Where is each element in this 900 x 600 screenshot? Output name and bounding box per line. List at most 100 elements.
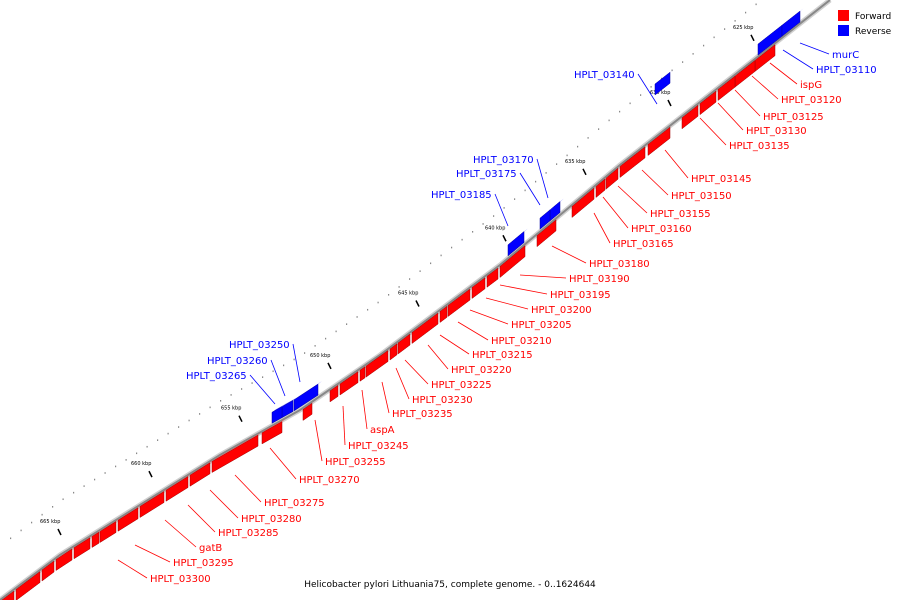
gene-label-hplt-03205: HPLT_03205 <box>511 320 572 331</box>
scale-major-tick <box>582 168 587 176</box>
gene-leader-line <box>593 212 611 244</box>
scale-dot <box>524 189 526 192</box>
forward-gene <box>397 333 411 355</box>
forward-gene <box>55 548 73 571</box>
scale-dot <box>199 413 201 415</box>
gene-label-hplt-03185: HPLT_03185 <box>431 190 492 201</box>
gene-label-aspa: aspA <box>370 425 395 436</box>
scale-dot <box>629 102 631 105</box>
scale-dot <box>283 364 285 367</box>
forward-gene <box>447 288 471 317</box>
reverse-gene <box>781 10 801 37</box>
scale-dot <box>10 537 12 540</box>
scale-dot <box>83 485 85 487</box>
forward-gene <box>717 75 736 102</box>
scale-dot <box>125 459 127 461</box>
scale-dot <box>419 270 421 272</box>
gene-leader-line <box>395 367 410 400</box>
scale-dot <box>430 262 432 265</box>
gene-label-hplt-03280: HPLT_03280 <box>241 514 302 525</box>
scale-label: 625 kbp <box>733 25 753 31</box>
forward-gene <box>499 245 526 279</box>
scale-dot <box>272 370 274 373</box>
scale-dot <box>356 316 358 318</box>
gene-leader-line <box>637 73 658 105</box>
gene-label-hplt-03220: HPLT_03220 <box>451 365 512 376</box>
scale-dot <box>157 439 159 441</box>
scale-dot <box>62 498 64 501</box>
forward-gene <box>365 350 389 378</box>
gene-label-hplt-03160: HPLT_03160 <box>631 224 692 235</box>
forward-gene <box>139 491 165 518</box>
gene-leader-line <box>381 381 390 414</box>
gene-label-hplt-03170: HPLT_03170 <box>473 155 534 166</box>
scale-dot <box>545 172 547 174</box>
gene-label-hplt-03145: HPLT_03145 <box>691 174 752 185</box>
scale-dot <box>619 110 621 113</box>
scale-dot <box>703 44 705 47</box>
gene-label-hplt-03125: HPLT_03125 <box>763 112 824 123</box>
backbone-line <box>0 0 831 600</box>
scale-label: 655 kbp <box>221 406 241 412</box>
scale-label: 645 kbp <box>398 291 418 297</box>
scale-major-tick <box>750 34 755 42</box>
gene-label-hplt-03255: HPLT_03255 <box>325 457 386 468</box>
gene-label-hplt-03275: HPLT_03275 <box>264 498 325 509</box>
forward-gene <box>571 187 595 219</box>
gene-leader-line <box>439 334 470 355</box>
gene-label-murc: murC <box>832 50 859 61</box>
legend-reverse-label: Reverse <box>855 27 892 37</box>
gene-features <box>1 8 804 600</box>
scale-major-tick <box>327 362 332 370</box>
gene-label-hplt-03295: HPLT_03295 <box>173 558 234 569</box>
gene-label-hplt-03225: HPLT_03225 <box>431 380 492 391</box>
gene-label-hplt-03200: HPLT_03200 <box>531 305 592 316</box>
scale-major-tick <box>667 99 672 107</box>
gene-leader-line <box>342 405 346 446</box>
genome-backbone <box>0 0 832 600</box>
forward-gene <box>261 421 283 445</box>
scale-dot <box>398 286 400 288</box>
scale-dot <box>587 137 589 139</box>
forward-gene <box>471 277 486 299</box>
forward-gene <box>699 90 717 116</box>
scale-ticks: 625 kbp 630 kbp 635 kbp 640 kbp 645 kbp 650 k… <box>10 3 757 540</box>
scale-dot <box>608 119 610 122</box>
scale-dot <box>640 94 642 96</box>
backbone-shadow <box>0 0 832 600</box>
forward-gene <box>117 507 139 532</box>
gene-leader-line <box>164 519 197 548</box>
gene-leader-line <box>782 49 814 70</box>
scale-dot <box>52 506 54 508</box>
forward-gene <box>73 537 91 560</box>
scale-dot <box>346 323 348 325</box>
gene-label-hplt-03270: HPLT_03270 <box>299 475 360 486</box>
scale-dot <box>73 491 75 494</box>
gene-label-hplt-03150: HPLT_03150 <box>671 191 732 202</box>
scale-dot <box>461 238 463 241</box>
legend-reverse-swatch <box>838 25 849 36</box>
gene-label-hplt-03230: HPLT_03230 <box>412 395 473 406</box>
gene-leader-line <box>551 245 587 264</box>
gene-leader-line <box>234 474 262 503</box>
scale-major-tick <box>415 300 420 307</box>
scale-dot <box>514 198 516 200</box>
scale-dot <box>451 246 453 249</box>
forward-gene <box>411 312 439 344</box>
gene-label-hplt-03210: HPLT_03210 <box>491 336 552 347</box>
forward-gene <box>619 146 646 179</box>
forward-gene <box>15 571 41 600</box>
reverse-gene <box>654 71 671 96</box>
legend-forward-swatch <box>838 10 849 21</box>
gene-label-hplt-03215: HPLT_03215 <box>472 350 533 361</box>
gene-label-hplt-03250: HPLT_03250 <box>229 340 290 351</box>
forward-gene <box>486 267 499 288</box>
scale-dot <box>671 69 673 72</box>
gene-label-hplt-03285: HPLT_03285 <box>218 528 279 539</box>
gene-leader-line <box>734 89 761 117</box>
gene-label-hplt-03140: HPLT_03140 <box>574 70 635 81</box>
gene-leader-line <box>664 149 689 179</box>
scale-dot <box>104 472 106 474</box>
scale-dot <box>745 11 747 14</box>
scale-dot <box>251 382 253 384</box>
